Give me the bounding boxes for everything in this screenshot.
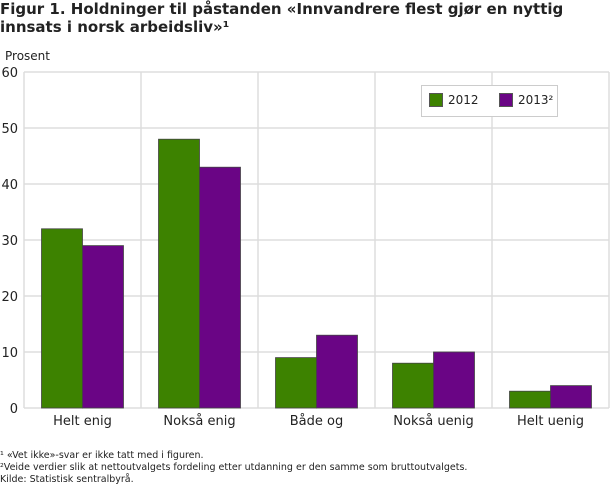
y-tick-label: 60 [1, 66, 18, 81]
y-tick-label: 20 [1, 290, 18, 305]
x-tick-label: Nokså enig [163, 414, 235, 429]
y-tick-label: 30 [1, 234, 18, 249]
legend-item-2012: 2012 [429, 93, 479, 107]
x-tick-label: Helt uenig [517, 414, 584, 429]
bar-2013-1 [199, 166, 241, 409]
bar-2012-3 [392, 362, 434, 409]
y-tick-label: 10 [1, 346, 18, 361]
footnotes: ¹ «Vet ikke»-svar er ikke tatt med i fig… [0, 450, 467, 486]
legend-swatch-2013 [499, 93, 513, 107]
bar-2012-4 [509, 390, 551, 409]
y-tick-label: 50 [1, 122, 18, 137]
bar-2013-2 [316, 334, 358, 409]
legend: 2012 2013² [421, 85, 558, 117]
bar-2013-0 [82, 245, 124, 409]
x-tick-label: Både og [290, 414, 343, 429]
source: Kilde: Statistisk sentralbyrå. [0, 474, 134, 485]
bar-2012-0 [41, 228, 83, 409]
legend-label: 2013² [518, 93, 554, 107]
bar-chart: 0 10 20 30 40 50 60 Helt enig Nokså enig Både og N… [1, 66, 610, 429]
legend-label: 2012 [448, 93, 479, 107]
x-tick-label: Nokså uenig [393, 414, 473, 429]
bar-2013-3 [433, 351, 475, 409]
y-tick-label: 0 [10, 402, 18, 417]
legend-swatch-2012 [429, 93, 443, 107]
footnote-1: ¹ «Vet ikke»-svar er ikke tatt med i fig… [0, 450, 204, 461]
chart-title: Figur 1. Holdninger til påstanden «Innva… [0, 0, 564, 36]
y-tick-label: 40 [1, 178, 18, 193]
bar-2013-4 [550, 385, 592, 409]
x-tick-label: Helt enig [53, 414, 112, 429]
bar-2012-1 [158, 138, 200, 409]
legend-item-2013: 2013² [499, 93, 553, 107]
footnote-2: ²Veide verdier slik at nettoutvalgets fo… [0, 462, 468, 473]
y-axis-label: Prosent [5, 49, 50, 63]
bar-2012-2 [275, 357, 317, 409]
